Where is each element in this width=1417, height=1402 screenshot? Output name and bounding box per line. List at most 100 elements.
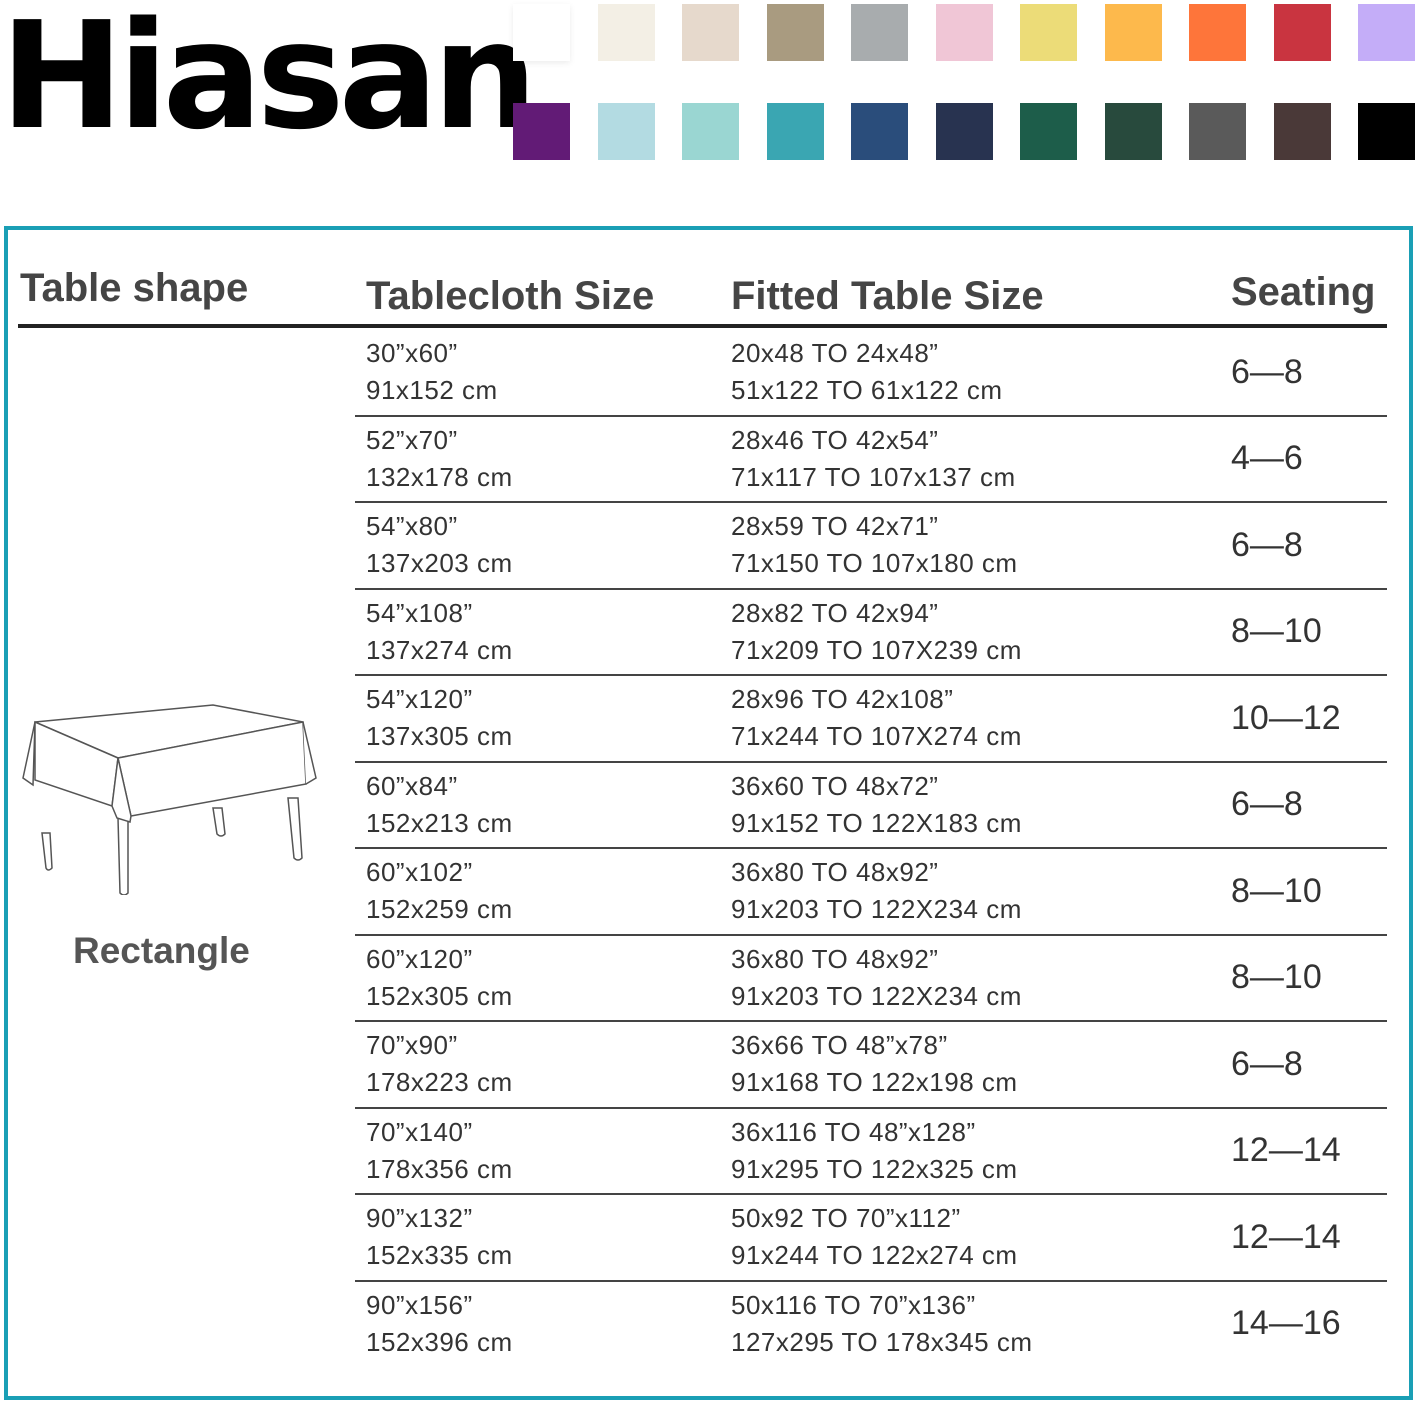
tablecloth-size: 30”x60” 91x152 cm — [366, 335, 498, 409]
table-row: 60”x102” 152x259 cm 36x80 TO 48x92” 91x203… — [355, 849, 1387, 936]
size-inches: 70”x90” — [366, 1030, 458, 1060]
color-swatch — [766, 103, 824, 160]
size-inches: 60”x84” — [366, 770, 458, 801]
color-swatch — [597, 103, 655, 160]
tablecloth-size: 54”x108” 137x274 cm — [366, 595, 513, 669]
table-row: 70”x140” 178x356 cm 36x116 TO 48”x128” 91x… — [355, 1109, 1387, 1195]
size-inches: 60”x120” — [366, 943, 473, 974]
rectangle-table-icon — [22, 704, 317, 895]
header-divider — [18, 324, 1387, 328]
color-swatch — [1189, 103, 1246, 160]
table-row: 90”x132” 152x335 cm 50x92 TO 70”x112” 91x2… — [355, 1195, 1387, 1282]
fitted-table-size: 36x80 TO 48x92” 91x203 TO 122X234 cm — [731, 854, 1022, 928]
color-swatch — [935, 4, 993, 61]
tablecloth-size: 60”x120” 152x305 cm — [366, 941, 513, 1015]
size-inches: 54”x120” — [366, 684, 473, 714]
fitted-table-size: 36x80 TO 48x92” 91x203 TO 122X234 cm — [731, 941, 1022, 1015]
size-cm: 178x356 cm — [366, 1153, 513, 1184]
fitted-table-size: 36x60 TO 48x72” 91x152 TO 122X183 cm — [731, 768, 1022, 842]
table-row: 70”x90” 178x223 cm 36x66 TO 48”x78” 91x168… — [355, 1022, 1387, 1109]
fitted-table-size: 28x59 TO 42x71” 71x150 TO 107x180 cm — [731, 508, 1018, 582]
size-cm: 137x305 cm — [366, 721, 513, 751]
color-swatch — [935, 103, 993, 160]
color-swatch — [597, 4, 655, 61]
fitted-inches: 36x66 TO 48”x78” — [731, 1030, 948, 1060]
table-row: 30”x60” 91x152 cm 20x48 TO 24x48” 51x122 T… — [355, 330, 1387, 417]
fitted-cm: 91x152 TO 122X183 cm — [731, 807, 1022, 838]
fitted-cm: 71x209 TO 107X239 cm — [731, 634, 1022, 665]
color-swatch — [1358, 103, 1415, 160]
size-inches: 90”x132” — [366, 1203, 473, 1233]
color-swatch — [1358, 4, 1415, 61]
size-inches: 30”x60” — [366, 338, 458, 368]
color-swatch — [1020, 103, 1077, 160]
table-row: 60”x84” 152x213 cm 36x60 TO 48x72” 91x152 … — [355, 763, 1387, 849]
seating: 8—10 — [1231, 612, 1322, 650]
fitted-table-size: 20x48 TO 24x48” 51x122 TO 61x122 cm — [731, 335, 1003, 409]
fitted-table-size: 36x66 TO 48”x78” 91x168 TO 122x198 cm — [731, 1027, 1018, 1101]
size-chart-frame — [4, 226, 1413, 1400]
size-inches: 54”x80” — [366, 511, 458, 541]
color-swatch — [851, 4, 908, 61]
color-swatch — [1020, 4, 1077, 61]
header-tablecloth-size: Tablecloth Size — [366, 274, 655, 318]
seating: 6—8 — [1231, 1044, 1303, 1083]
seating: 6—8 — [1231, 785, 1303, 823]
color-swatch — [1104, 103, 1162, 160]
fitted-cm: 71x117 TO 107x137 cm — [731, 461, 1016, 492]
header-fitted-table-size: Fitted Table Size — [731, 274, 1044, 318]
fitted-table-size: 36x116 TO 48”x128” 91x295 TO 122x325 cm — [731, 1114, 1018, 1188]
table-row: 54”x108” 137x274 cm 28x82 TO 42x94” 71x209… — [355, 590, 1387, 676]
fitted-cm: 91x168 TO 122x198 cm — [731, 1067, 1018, 1097]
tablecloth-size: 70”x140” 178x356 cm — [366, 1114, 513, 1188]
size-cm: 152x259 cm — [366, 894, 513, 924]
color-swatch — [1273, 4, 1331, 61]
tablecloth-size: 54”x120” 137x305 cm — [366, 681, 513, 755]
table-row: 60”x120” 152x305 cm 36x80 TO 48x92” 91x203… — [355, 936, 1387, 1022]
size-cm: 152x396 cm — [366, 1326, 513, 1357]
color-swatch — [682, 4, 739, 61]
size-inches: 90”x156” — [366, 1289, 473, 1320]
tablecloth-size: 90”x132” 152x335 cm — [366, 1200, 513, 1274]
fitted-cm: 127x295 TO 178x345 cm — [731, 1326, 1033, 1357]
seating: 12—14 — [1231, 1131, 1341, 1169]
color-swatch — [766, 4, 824, 61]
fitted-inches: 50x92 TO 70”x112” — [731, 1203, 961, 1233]
hiasan-logo: Hiasan — [0, 0, 538, 162]
size-cm: 91x152 cm — [366, 375, 498, 405]
seating: 14—16 — [1231, 1304, 1341, 1342]
size-cm: 132x178 cm — [366, 461, 513, 492]
table-row: 54”x80” 137x203 cm 28x59 TO 42x71” 71x150 … — [355, 503, 1387, 590]
fitted-cm: 91x244 TO 122x274 cm — [731, 1240, 1018, 1270]
size-inches: 70”x140” — [366, 1116, 473, 1147]
fitted-cm: 91x203 TO 122X234 cm — [731, 894, 1022, 924]
seating: 6—8 — [1231, 352, 1303, 391]
fitted-inches: 20x48 TO 24x48” — [731, 338, 939, 368]
fitted-table-size: 28x96 TO 42x108” 71x244 TO 107X274 cm — [731, 681, 1022, 755]
fitted-cm: 71x150 TO 107x180 cm — [731, 548, 1018, 578]
table-row: 52”x70” 132x178 cm 28x46 TO 42x54” 71x117 … — [355, 417, 1387, 503]
fitted-cm: 91x203 TO 122X234 cm — [731, 980, 1022, 1011]
seating: 10—12 — [1231, 698, 1341, 737]
fitted-table-size: 50x92 TO 70”x112” 91x244 TO 122x274 cm — [731, 1200, 1018, 1274]
size-cm: 152x305 cm — [366, 980, 513, 1011]
tablecloth-size: 60”x84” 152x213 cm — [366, 768, 513, 842]
fitted-table-size: 28x82 TO 42x94” 71x209 TO 107X239 cm — [731, 595, 1022, 669]
fitted-inches: 28x59 TO 42x71” — [731, 511, 939, 541]
size-inches: 60”x102” — [366, 857, 473, 887]
header-table-shape: Table shape — [20, 266, 249, 310]
size-inches: 54”x108” — [366, 597, 473, 628]
size-cm: 137x274 cm — [366, 634, 513, 665]
seating: 6—8 — [1231, 525, 1303, 564]
color-swatch — [513, 103, 570, 160]
fitted-cm: 91x295 TO 122x325 cm — [731, 1153, 1018, 1184]
fitted-inches: 36x80 TO 48x92” — [731, 943, 939, 974]
color-swatch — [513, 4, 570, 61]
table-row: 54”x120” 137x305 cm 28x96 TO 42x108” 71x24… — [355, 676, 1387, 763]
fitted-inches: 28x82 TO 42x94” — [731, 597, 939, 628]
size-inches: 52”x70” — [366, 424, 458, 455]
seating: 8—10 — [1231, 871, 1322, 910]
color-swatch — [851, 103, 908, 160]
color-swatch — [682, 103, 739, 160]
table-row: 90”x156” 152x396 cm 50x116 TO 70”x136” 127… — [355, 1282, 1387, 1369]
